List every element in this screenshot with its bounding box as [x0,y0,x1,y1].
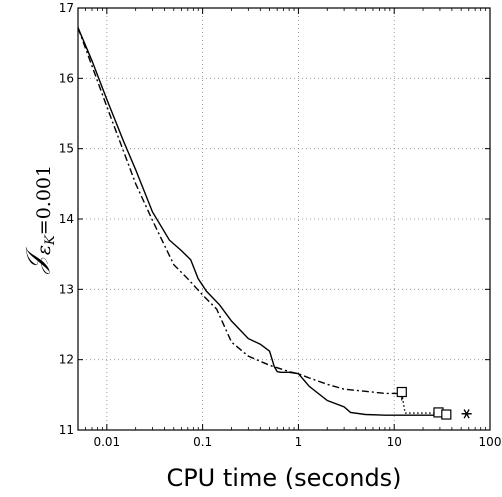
y-tick-label: 15 [59,142,74,156]
y-tick-label: 17 [59,1,74,15]
y-tick-labels: 11 12 13 14 15 16 17 [59,1,74,437]
series-line-solid [77,27,447,416]
plot-frame [77,7,491,431]
x-tick-label: 0.01 [93,435,120,449]
x-tick-label: 0.1 [193,435,212,449]
square-marker [441,409,452,420]
series-line-dashdot [77,27,402,395]
grid-lines [78,8,490,430]
x-tick-label: 10 [387,435,402,449]
y-axis-title: 𝒥εK=0.001 [21,165,58,275]
series-lines [77,27,447,416]
asterisk-marker [461,409,472,419]
square-marker [396,386,407,398]
tick-marks [78,7,491,431]
x-tick-label: 1 [295,435,303,449]
y-tick-label: 13 [59,282,74,296]
y-tick-label: 14 [59,212,74,226]
x-axis-title: CPU time (seconds) [166,464,401,492]
y-tick-label: 12 [59,353,74,367]
y-tick-label: 11 [59,423,74,437]
markers [396,386,472,420]
y-tick-label: 16 [59,71,74,85]
x-tick-labels: 0.01 0.1 1 10 100 [93,435,501,449]
x-tick-label: 100 [479,435,502,449]
